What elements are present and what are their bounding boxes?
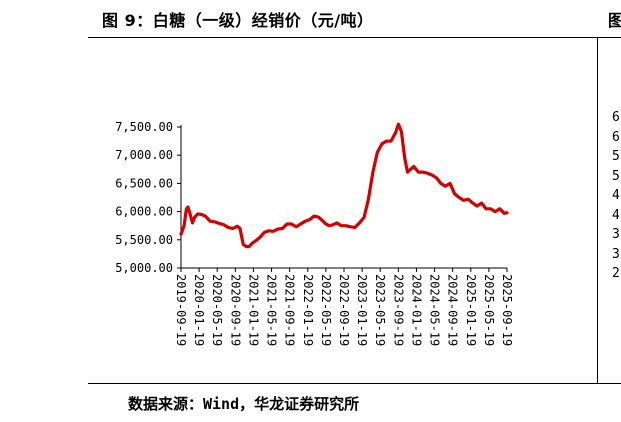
x-tick-label: 2025-01-19 [464,274,478,346]
x-tick-label: 2024-05-19 [428,274,442,346]
adjacent-tick-fragment: 3 [612,227,620,242]
adjacent-tick-fragment: 3 [612,246,620,262]
x-tick-label: 2023-09-19 [391,274,405,346]
y-tick-label: 6,500.00 [115,176,173,190]
bottom-rule [88,383,621,384]
adjacent-figure-title-fragment: 图 [608,11,621,30]
x-tick-label: 2024-09-19 [446,274,460,346]
adjacent-tick-fragment: 2 [612,266,620,281]
adjacent-tick-fragment: 4 [612,207,620,223]
sugar-price-line [179,122,509,249]
x-tick-label: 2023-01-19 [355,274,369,346]
adjacent-tick-fragment: 5 [612,168,620,184]
y-tick-label: 6,000.00 [115,205,173,219]
x-tick-label: 2020-01-19 [192,274,206,346]
adjacent-tick-fragment: 6 [612,129,620,145]
x-tick-label: 2022-01-19 [301,274,315,346]
x-tick-label: 2021-05-19 [265,274,279,346]
top-rule [88,37,621,38]
y-tick-label: 7,000.00 [115,148,173,162]
adjacent-chart-tick-fragments: 6 6 5 5 4 4 3 3 2 [612,108,621,284]
x-tick-label: 2025-09-19 [500,274,514,346]
adjacent-tick-fragment: 4 [612,188,620,203]
panel-divider [597,37,598,383]
x-tick-label: 2021-01-19 [246,274,260,346]
x-tick-label: 2023-05-19 [373,274,387,346]
x-tick-label: 2020-05-19 [210,274,224,346]
adjacent-tick-fragment: 5 [612,149,620,164]
x-tick-label: 2020-09-19 [228,274,242,346]
data-source-note: 数据来源：Wind，华龙证券研究所 [128,395,360,413]
figure-title: 图 9：白糖（一级）经销价（元/吨） [102,11,374,30]
adjacent-tick-fragment: 6 [612,110,620,125]
x-tick-label: 2022-05-19 [319,274,333,346]
y-tick-label: 5,000.00 [115,261,173,275]
y-tick-label: 7,500.00 [115,120,173,134]
x-tick-label: 2024-01-19 [409,274,423,346]
y-tick-label: 5,500.00 [115,233,173,247]
x-tick-label: 2021-09-19 [283,274,297,346]
x-tick-label: 2022-09-19 [337,274,351,346]
x-tick-label: 2025-05-19 [482,274,496,346]
x-tick-label: 2019-09-19 [174,274,188,346]
